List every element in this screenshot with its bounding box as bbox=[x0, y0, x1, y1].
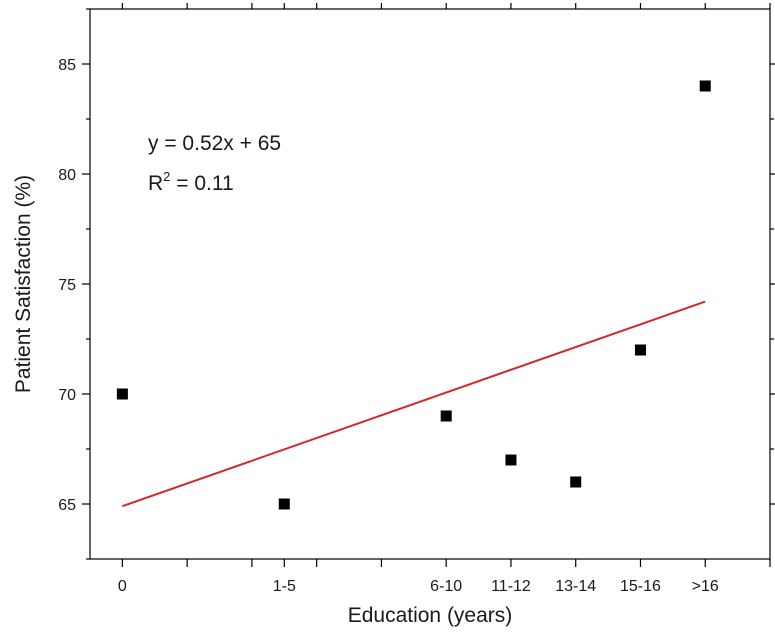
x-tick-label: 0 bbox=[118, 578, 127, 595]
r-squared-value: = 0.11 bbox=[170, 172, 233, 195]
y-tick-label: 65 bbox=[58, 497, 76, 514]
r-squared-annotation: R2 = 0.11 bbox=[148, 169, 234, 195]
data-point bbox=[505, 454, 517, 466]
x-axis: 0 1-5 6-10 11-12 13-14 15-16 >16 bbox=[118, 3, 771, 595]
x-axis-title: Education (years) bbox=[348, 604, 513, 627]
y-tick-label: 70 bbox=[58, 387, 76, 404]
regression-equation: y = 0.52x + 65 bbox=[148, 132, 281, 155]
x-tick-label: 6-10 bbox=[430, 578, 462, 595]
y-tick-label: 80 bbox=[58, 167, 76, 184]
data-points bbox=[116, 80, 711, 510]
data-point bbox=[278, 498, 290, 510]
x-tick-label: 11-12 bbox=[491, 578, 531, 595]
data-point bbox=[570, 476, 582, 488]
r-squared-prefix: R bbox=[148, 172, 163, 195]
data-point bbox=[634, 344, 646, 356]
data-point bbox=[699, 80, 711, 92]
trendline bbox=[122, 300, 706, 508]
y-tick-label: 85 bbox=[58, 57, 76, 74]
y-axis: 65 70 75 80 85 bbox=[58, 8, 775, 560]
plot-frame bbox=[89, 8, 771, 560]
y-axis-title: Patient Satisfaction (%) bbox=[12, 175, 35, 393]
r-squared-superscript: 2 bbox=[163, 169, 170, 184]
data-point bbox=[116, 388, 128, 400]
x-tick-label: 13-14 bbox=[555, 578, 596, 595]
y-tick-label: 75 bbox=[58, 277, 76, 294]
x-tick-label: 1-5 bbox=[273, 578, 296, 595]
data-point bbox=[440, 410, 452, 422]
x-tick-label: 15-16 bbox=[620, 578, 661, 595]
x-tick-label: >16 bbox=[692, 578, 719, 595]
